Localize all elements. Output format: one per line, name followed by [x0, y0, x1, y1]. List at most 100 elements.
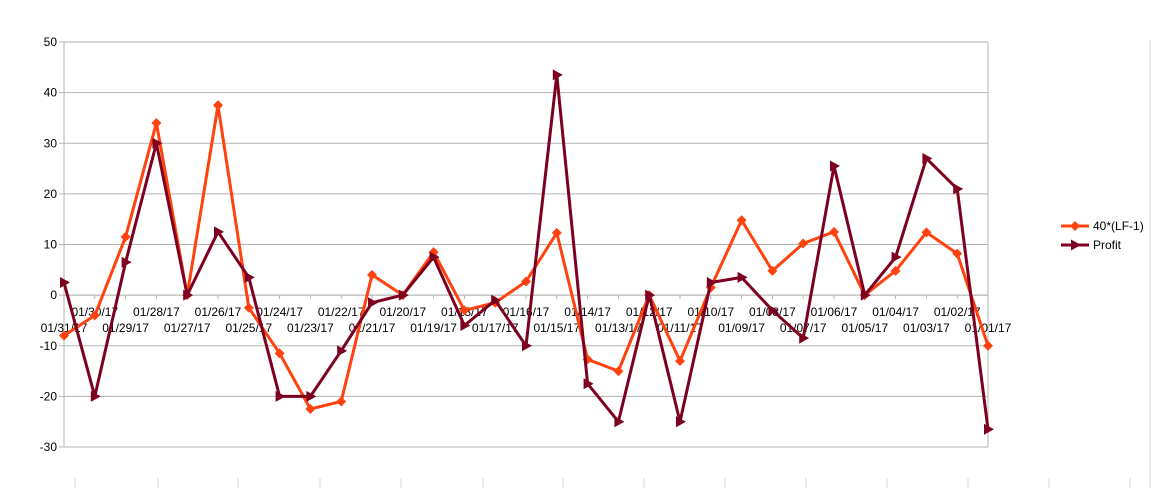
- x-tick-label: 01/22/17: [318, 305, 365, 319]
- y-tick-label: -30: [40, 440, 58, 454]
- data-point-diamond: [459, 305, 470, 316]
- data-point-triangle: [799, 332, 810, 344]
- data-point-triangle: [152, 137, 163, 149]
- y-tick-label: 10: [44, 238, 58, 252]
- data-point-triangle: [337, 345, 348, 357]
- x-tick-label: 01/01/17: [965, 321, 1012, 335]
- x-tick-label: 01/20/17: [379, 305, 426, 319]
- y-tick-label: 40: [44, 86, 58, 100]
- x-tick-label: 01/02/17: [934, 305, 981, 319]
- data-point-diamond: [736, 215, 747, 226]
- data-point-triangle: [706, 276, 717, 288]
- data-point-diamond: [675, 355, 685, 366]
- data-point-triangle: [368, 297, 378, 309]
- data-point-triangle: [491, 294, 502, 306]
- x-tick-label: 01/13/17: [595, 321, 642, 335]
- data-point-diamond: [305, 404, 316, 415]
- x-tick-label: 01/09/17: [718, 321, 765, 335]
- x-tick-label: 01/03/17: [903, 321, 950, 335]
- data-point-triangle: [275, 390, 286, 402]
- data-point-diamond: [521, 276, 531, 287]
- spreadsheet-gridlines: [74, 40, 1151, 488]
- data-point-triangle: [60, 276, 70, 288]
- data-point-diamond: [151, 118, 162, 128]
- data-point-triangle: [922, 152, 933, 164]
- y-tick-label: 0: [50, 288, 57, 302]
- data-point-triangle: [214, 226, 224, 238]
- y-tick-label: 20: [44, 187, 58, 201]
- data-point-triangle: [676, 416, 686, 428]
- x-tick-label: 01/23/17: [287, 321, 334, 335]
- x-tick-label: 01/27/17: [164, 321, 211, 335]
- data-point-diamond: [613, 366, 624, 377]
- data-point-diamond: [829, 226, 839, 237]
- legend-label: Profit: [1093, 238, 1122, 252]
- data-point-triangle: [891, 251, 902, 263]
- x-tick-label: 01/12/17: [626, 305, 673, 319]
- x-tick-label: 01/06/17: [811, 305, 858, 319]
- data-point-triangle: [460, 320, 471, 331]
- legend-marker-triangle: [1071, 239, 1081, 251]
- data-point-triangle: [645, 289, 656, 301]
- y-tick-label: -10: [40, 339, 58, 353]
- data-point-triangle: [522, 340, 532, 352]
- data-point-diamond: [551, 227, 562, 238]
- data-point-diamond: [890, 265, 901, 276]
- data-point-triangle: [768, 304, 779, 316]
- x-tick-label: 01/19/17: [410, 321, 457, 335]
- data-point-triangle: [244, 271, 255, 283]
- data-point-triangle: [183, 289, 194, 301]
- data-point-triangle: [90, 390, 101, 402]
- data-point-diamond: [274, 348, 285, 359]
- data-point-diamond: [367, 269, 377, 280]
- x-tick-label: 01/04/17: [872, 305, 919, 319]
- data-point-diamond: [89, 310, 100, 321]
- x-tick-label: 01/24/17: [256, 305, 303, 319]
- data-point-triangle: [953, 183, 964, 195]
- data-point-triangle: [614, 416, 625, 428]
- data-point-triangle: [552, 69, 563, 81]
- data-point-triangle: [121, 256, 132, 268]
- x-tick-label: 01/10/17: [687, 305, 734, 319]
- x-tick-label: 01/28/17: [133, 305, 180, 319]
- data-point-diamond: [213, 100, 223, 111]
- y-tick-label: -20: [40, 389, 58, 403]
- data-point-diamond: [983, 340, 993, 351]
- x-tick-label: 01/05/17: [841, 321, 888, 335]
- data-point-diamond: [798, 238, 809, 249]
- data-point-triangle: [860, 289, 871, 301]
- data-point-triangle: [984, 423, 994, 435]
- y-tick-label: 50: [44, 35, 58, 49]
- data-point-diamond: [921, 227, 932, 238]
- x-tick-label: 01/17/17: [472, 321, 519, 335]
- data-point-triangle: [737, 271, 748, 283]
- data-point-diamond: [767, 265, 778, 276]
- x-tick-label: 01/26/17: [195, 305, 242, 319]
- x-tick-label: 01/07/17: [780, 321, 827, 335]
- data-point-triangle: [583, 378, 594, 390]
- legend-marker-diamond: [1070, 221, 1080, 231]
- x-tick-label: 01/15/17: [533, 321, 580, 335]
- legend: 40*(LF-1) Profit: [1061, 219, 1144, 252]
- x-tick-label: 01/14/17: [564, 305, 611, 319]
- series-line-lf: [63, 103, 990, 411]
- data-point-diamond: [952, 248, 963, 259]
- data-point-triangle: [398, 289, 409, 301]
- data-point-diamond: [243, 302, 254, 313]
- data-point-triangle: [830, 160, 840, 172]
- x-tick-label: 01/16/17: [503, 305, 550, 319]
- y-axis-ticks: 50 40 30 20 10 0 -10 -20 -30: [40, 35, 64, 454]
- x-axis: 01/31/1701/30/1701/29/1701/28/1701/27/17…: [41, 294, 1012, 335]
- series-line-profit: [62, 73, 990, 430]
- gridlines: [63, 41, 989, 448]
- data-point-diamond: [336, 396, 347, 407]
- data-point-diamond: [59, 330, 69, 341]
- y-tick-label: 30: [44, 136, 58, 150]
- legend-label: 40*(LF-1): [1093, 219, 1144, 233]
- x-tick-label: 01/29/17: [102, 321, 149, 335]
- data-point-triangle: [429, 251, 440, 263]
- data-point-diamond: [120, 231, 131, 242]
- data-point-triangle: [306, 390, 317, 402]
- series-group: [59, 69, 994, 435]
